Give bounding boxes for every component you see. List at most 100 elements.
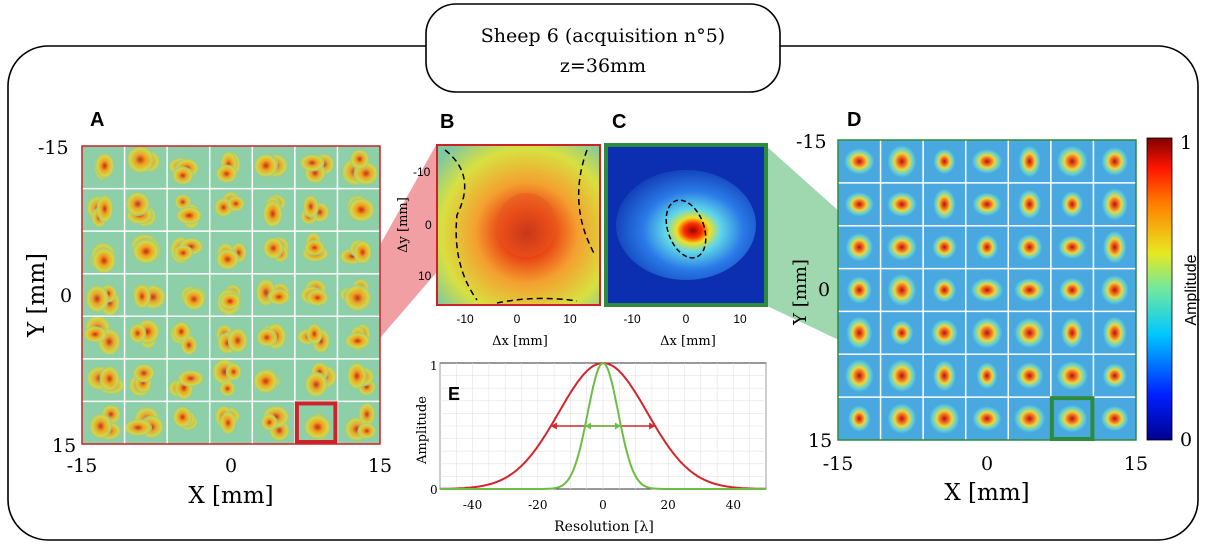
panel-a-blob [227, 196, 245, 212]
panel-d-blob [887, 273, 917, 307]
panel-a-blob [176, 206, 203, 225]
panel-d-blob [1057, 235, 1087, 260]
panel-a-xtick: -15 [67, 455, 98, 477]
panel-a-blob [172, 166, 194, 185]
panel-e-ytick: 0 [430, 483, 438, 497]
panel-e: E -40 -20 0 20 40 0 1 Resolution [λ] Amplitude [415, 359, 767, 535]
panel-e-xtick: 0 [599, 498, 607, 512]
panel-e-xtick: 20 [661, 498, 676, 512]
panel-d-blob [971, 316, 1003, 349]
panel-d-blob [847, 405, 871, 433]
panel-d-blob [1013, 277, 1046, 303]
panel-a-xtick: 15 [368, 455, 392, 477]
panel-a-blob [262, 200, 283, 228]
panel-a-blob [227, 328, 248, 353]
panel-d-blob [930, 318, 959, 347]
panel-a-blob [219, 380, 236, 397]
panel-d-blob [1101, 187, 1129, 221]
panel-d-blob [886, 144, 917, 179]
panel-d-ytick: 15 [808, 430, 832, 452]
panel-d-blob [886, 233, 918, 261]
colorbar-gradient [1146, 137, 1173, 441]
panel-b-xtick: -10 [456, 312, 474, 326]
panel-a-blob [256, 328, 278, 347]
panel-d-letter: D [847, 109, 861, 131]
panel-d-blob [971, 405, 1003, 432]
panel-d-highlight [1049, 396, 1095, 441]
panel-e-series-line [440, 361, 766, 490]
panel-c-xtick: -10 [623, 312, 641, 326]
panel-d-blob [1060, 190, 1084, 218]
panel-c-contour [665, 199, 707, 259]
panel-b: B -10 0 10 -10 0 10 Δx [mm] Δy [mm] [396, 111, 601, 349]
panel-e-letter: E [448, 384, 460, 404]
panel-e-xtick: 40 [726, 498, 741, 512]
panel-d-blob [1013, 317, 1046, 349]
panel-c-letter: C [612, 111, 626, 133]
panel-b-xtick: 0 [514, 312, 521, 326]
panel-d-ytick: -15 [796, 131, 827, 153]
panel-a-blob [261, 413, 278, 431]
panel-a-border [81, 145, 381, 445]
panel-a-blob [253, 369, 278, 394]
panel-d-blob [1102, 316, 1128, 350]
panel-d-blob [931, 234, 957, 260]
panel-d-blob [970, 277, 1004, 303]
panel-d-blob [1100, 274, 1130, 306]
panel-a-blob [215, 164, 238, 183]
panel-d-ytick: 0 [818, 279, 830, 301]
panel-d-blob [932, 188, 956, 221]
panel-a-blob [267, 288, 291, 305]
panel-b-xtick: 10 [563, 312, 577, 326]
panel-b-border [436, 144, 601, 306]
panel-a-xlabel: X [mm] [188, 483, 273, 509]
panel-d-blob [928, 402, 961, 435]
panel-d-blob [1056, 404, 1088, 433]
panel-e-ytick: 1 [430, 359, 438, 373]
panel-a-blob [302, 195, 319, 219]
panel-d-blob [1101, 146, 1129, 177]
panel-a-blob [219, 292, 241, 310]
panel-d-blob [933, 148, 956, 175]
panel-c-xlabel: Δx [mm] [660, 334, 716, 349]
panel-a-xtick: 0 [225, 455, 237, 477]
panel-d-blob [1058, 277, 1086, 303]
panel-a-blob [219, 411, 237, 435]
panel-d-border [837, 139, 1137, 441]
panel-d-xtick: 0 [981, 453, 993, 475]
panel-a-blob [89, 413, 112, 440]
panel-e-xlabel: Resolution [λ] [554, 519, 654, 535]
panel-a-ytick: -15 [38, 137, 69, 159]
panel-d-blob [1018, 145, 1041, 178]
panel-a-blob [85, 284, 109, 313]
panel-d-blob [843, 147, 875, 175]
panel-a-blob [95, 153, 115, 179]
panel-b-ytick: 0 [425, 218, 432, 232]
panel-a-blob [83, 326, 107, 343]
panel-a-blob [349, 149, 370, 170]
panel-d-blob [887, 402, 917, 435]
panel-a-blob [129, 323, 147, 343]
panel-d-blob [886, 191, 918, 218]
panel-a-ylabel: Y [mm] [24, 253, 50, 338]
panel-c-heatmap [616, 170, 756, 280]
panel-d-blob [1017, 189, 1042, 220]
panel-a-blob [92, 247, 116, 274]
panel-a-blob [174, 194, 191, 210]
panel-c-xtick: 10 [733, 312, 747, 326]
header-subtitle: z=36mm [560, 55, 646, 77]
panel-b-ytick: -10 [413, 165, 431, 179]
panel-a-blob [306, 289, 329, 306]
panel-d-xtick: 15 [1124, 453, 1148, 475]
panel-e-xtick: -40 [463, 498, 482, 512]
panel-a-blob [304, 371, 328, 398]
panel-d-blob [845, 316, 873, 350]
panel-b-core [496, 193, 557, 257]
panel-d-blob [971, 148, 1003, 175]
panel-a-blob [348, 197, 375, 222]
panel-a-blob [306, 323, 323, 345]
panel-e-ylabel: Amplitude [415, 396, 430, 465]
panel-a-blob [299, 154, 325, 172]
